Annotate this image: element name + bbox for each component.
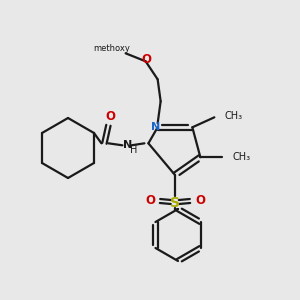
Text: CH₃: CH₃ xyxy=(232,152,250,162)
Text: CH₃: CH₃ xyxy=(224,111,242,121)
Text: O: O xyxy=(145,194,155,208)
Text: O: O xyxy=(142,53,152,66)
Text: methoxy: methoxy xyxy=(93,44,130,53)
Text: N: N xyxy=(151,122,160,132)
Text: H: H xyxy=(130,145,137,155)
Text: O: O xyxy=(195,194,205,208)
Text: O: O xyxy=(105,110,116,123)
Text: N: N xyxy=(123,140,132,150)
Text: S: S xyxy=(170,196,180,210)
